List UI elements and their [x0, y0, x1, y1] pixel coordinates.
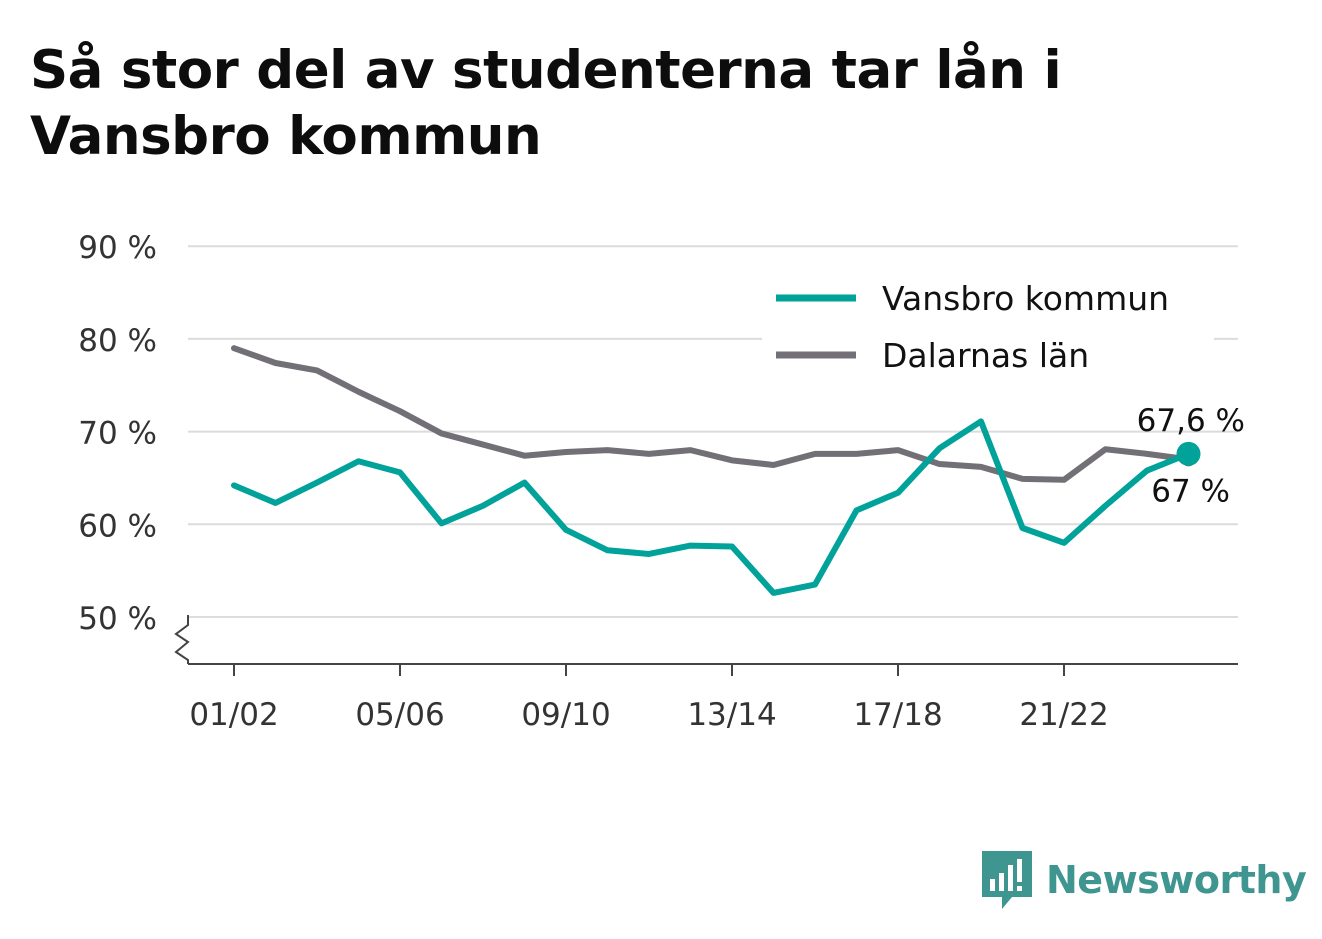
y-tick-label: 60 %: [78, 508, 157, 544]
end-label-vansbro: 67,6 %: [1137, 403, 1245, 439]
series-line-dalarna: [231, 345, 1192, 483]
x-tick-label: 05/06: [355, 697, 444, 733]
endpoint-vansbro: [1176, 441, 1201, 466]
legend-label: Dalarnas län: [882, 336, 1089, 375]
newsworthy-logo: Newsworthy: [980, 848, 1307, 912]
series-line-vansbro: [231, 418, 1192, 596]
legend-label: Vansbro kommun: [882, 279, 1169, 318]
axis-break-marker: [174, 615, 190, 664]
y-tick-label: 50 %: [78, 601, 157, 637]
x-tick-label: 21/22: [1019, 697, 1108, 733]
x-tick-label: 13/14: [687, 697, 776, 733]
chart-title: Så stor del av studenterna tar lån i Van…: [30, 40, 1062, 167]
bar-chart-speech-bubble-icon: [982, 851, 1032, 909]
y-tick-label: 90 %: [78, 230, 157, 266]
x-tick-label: 09/10: [521, 697, 610, 733]
x-tick-label: 01/02: [189, 697, 278, 733]
legend-box: [762, 268, 1214, 386]
end-label-dalarna: 67 %: [1151, 473, 1230, 509]
y-tick-label: 80 %: [78, 323, 157, 359]
brand-name: Newsworthy: [1046, 858, 1307, 902]
y-tick-label: 70 %: [78, 416, 157, 452]
x-tick-label: 17/18: [853, 697, 942, 733]
